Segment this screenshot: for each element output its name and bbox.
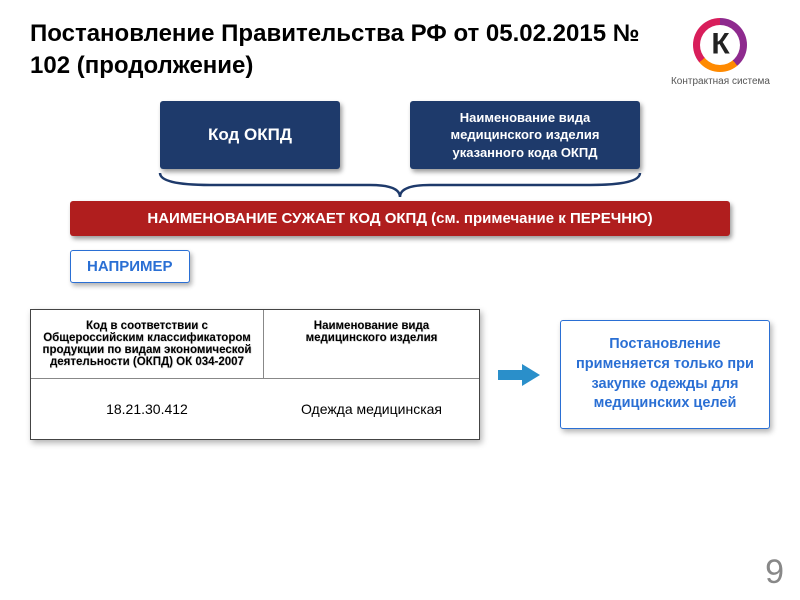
application-note: Постановление применяется только при зак… bbox=[560, 320, 770, 428]
okpd-code-box: Код ОКПД bbox=[160, 101, 340, 169]
table-col1-header: Код в соответствии с Общероссийским клас… bbox=[31, 310, 264, 378]
bottom-row: Код в соответствии с Общероссийским клас… bbox=[30, 309, 800, 440]
red-summary-bar: НАИМЕНОВАНИЕ СУЖАЕТ КОД ОКПД (см. примеч… bbox=[70, 201, 730, 236]
table-header-row: Код в соответствии с Общероссийским клас… bbox=[31, 310, 479, 378]
okpd-name-box: Наименование вида медицинского изделия у… bbox=[410, 101, 640, 169]
table-col2-value: Одежда медицинская bbox=[264, 379, 479, 439]
table-row: 18.21.30.412 Одежда медицинская bbox=[31, 378, 479, 439]
header: Постановление Правительства РФ от 05.02.… bbox=[0, 0, 800, 97]
example-label: НАПРИМЕР bbox=[70, 250, 190, 283]
brand-logo: К Контрактная система bbox=[671, 18, 770, 87]
logo-letter: К bbox=[711, 27, 729, 61]
page-number: 9 bbox=[765, 553, 784, 592]
page-title: Постановление Правительства РФ от 05.02.… bbox=[30, 18, 650, 83]
top-boxes-row: Код ОКПД Наименование вида медицинского … bbox=[0, 101, 800, 169]
example-table: Код в соответствии с Общероссийским клас… bbox=[30, 309, 480, 440]
table-col1-value: 18.21.30.412 bbox=[31, 379, 264, 439]
table-col2-header: Наименование вида медицинского изделия bbox=[264, 310, 479, 378]
logo-ring-icon: К bbox=[693, 18, 747, 72]
curly-brace-icon bbox=[150, 171, 650, 199]
brace-connector bbox=[0, 171, 800, 199]
logo-caption: Контрактная система bbox=[671, 76, 770, 87]
arrow-right-icon bbox=[498, 364, 542, 386]
